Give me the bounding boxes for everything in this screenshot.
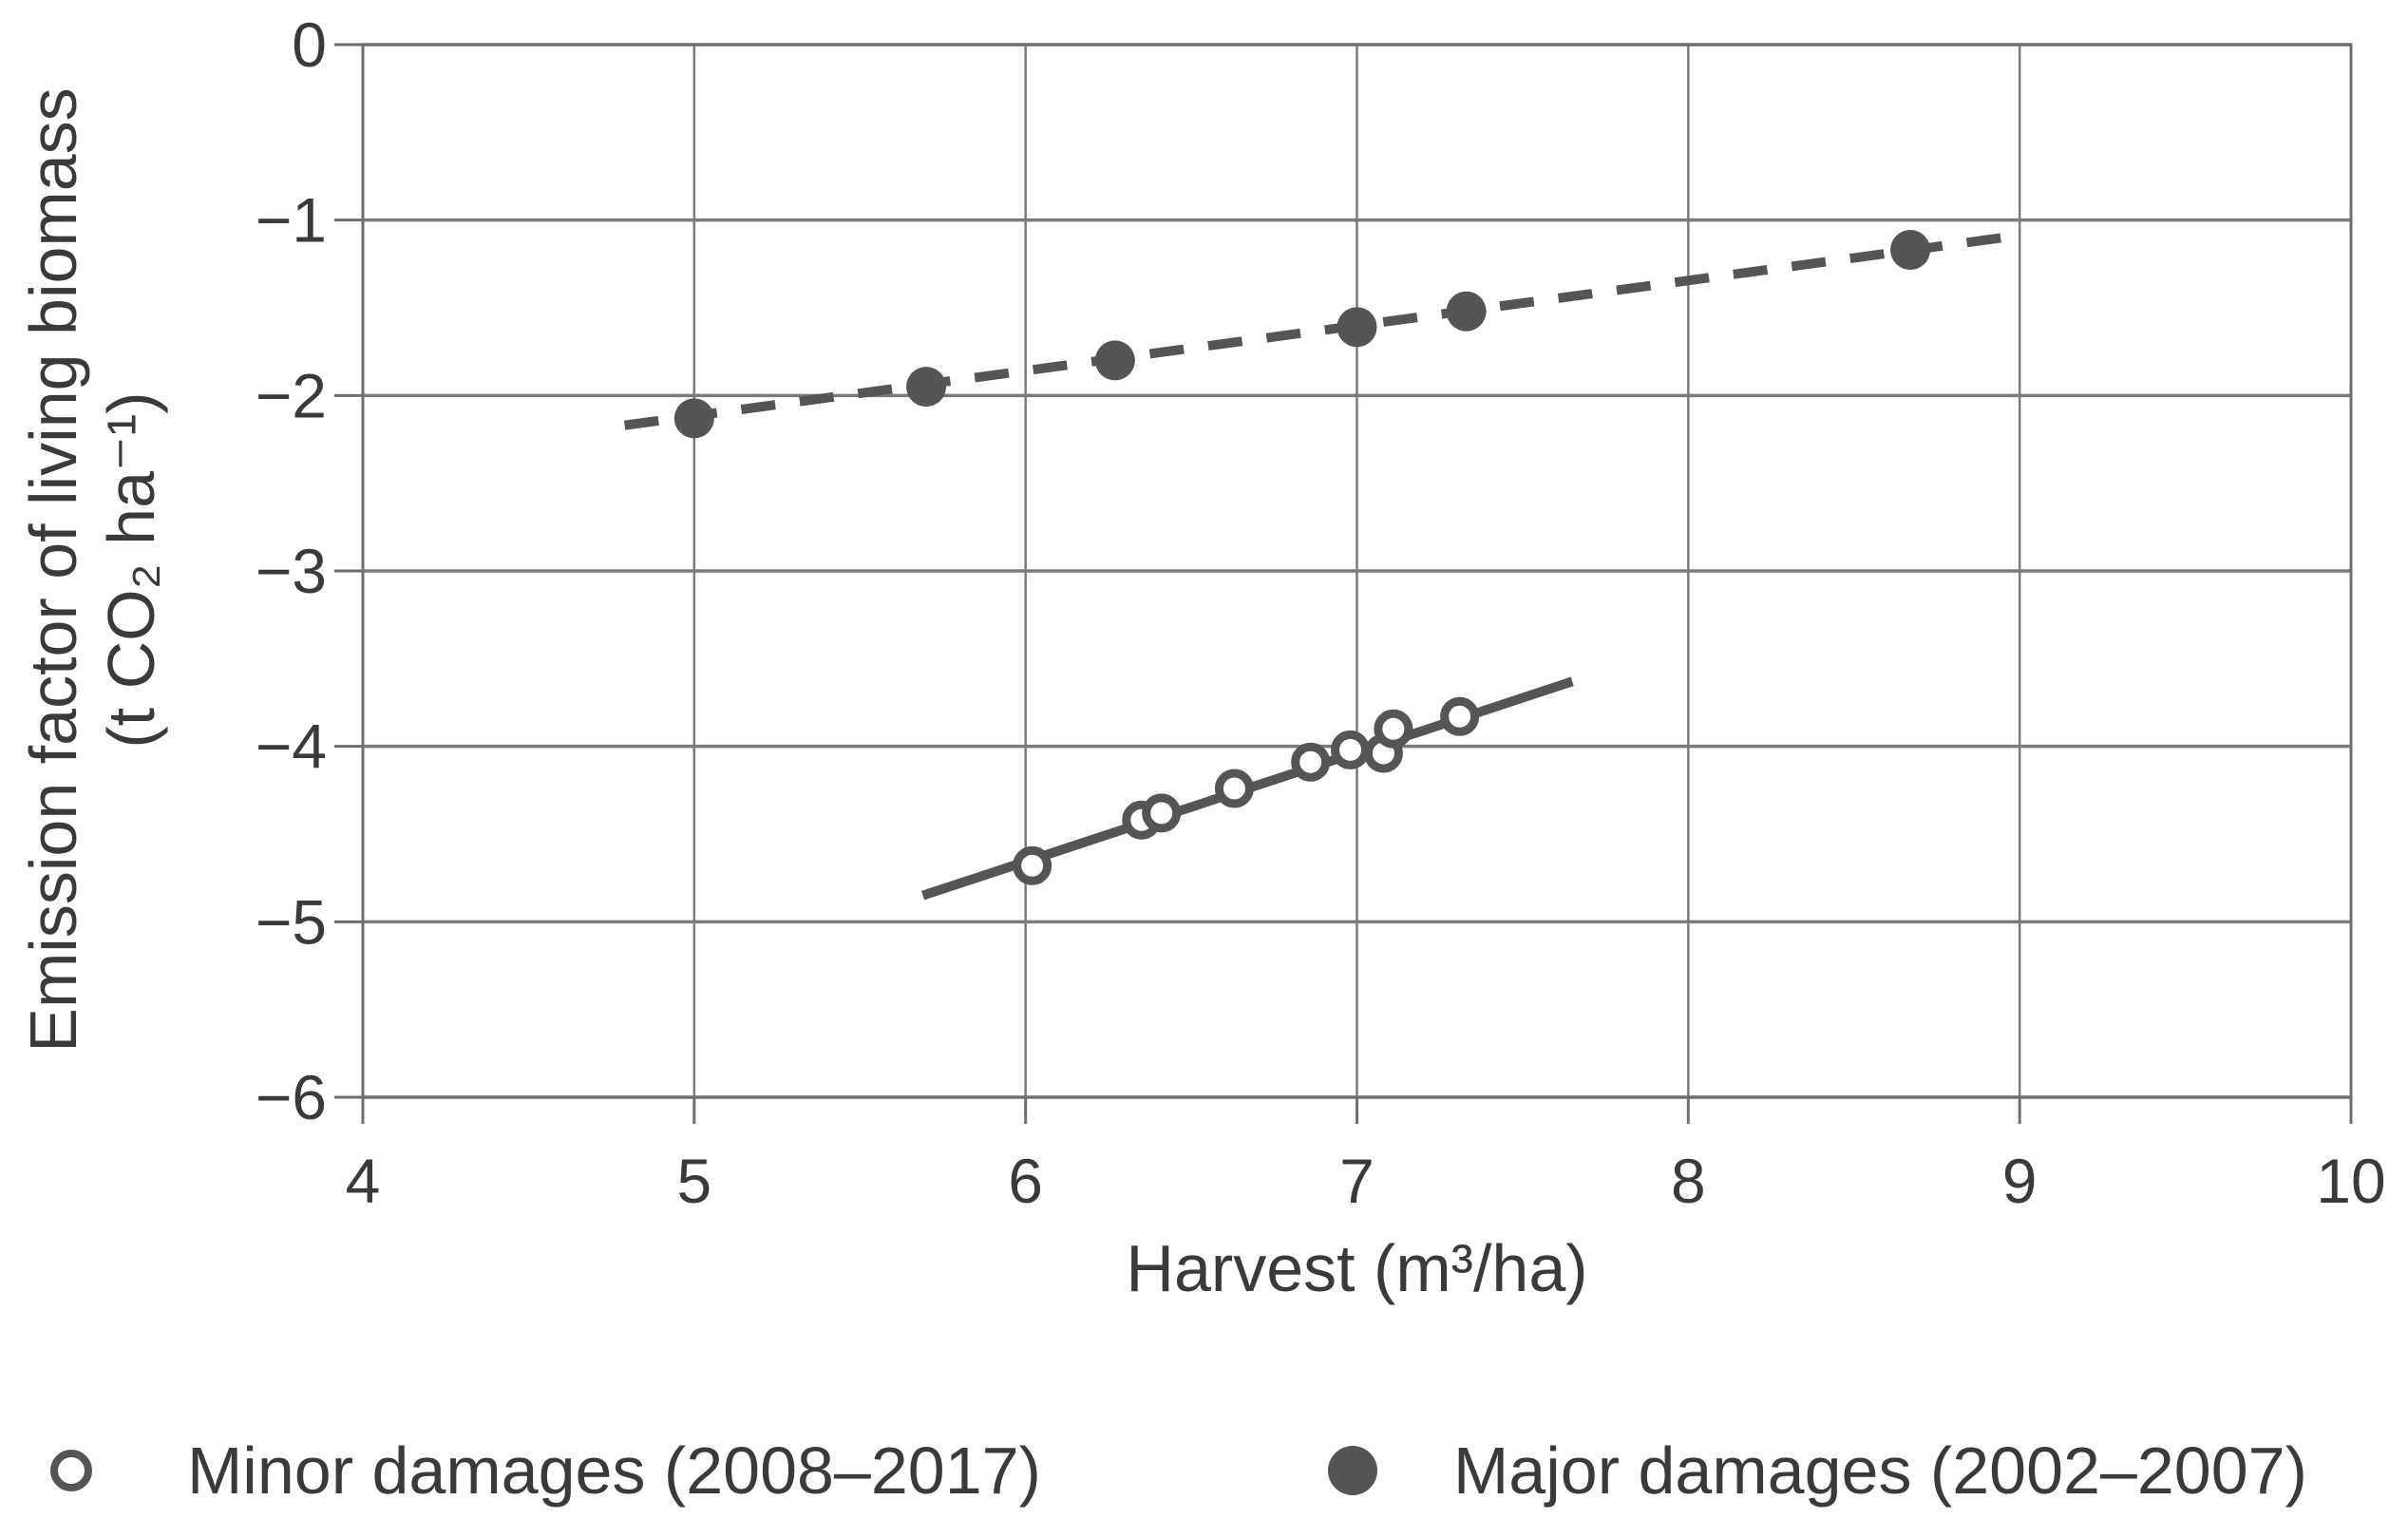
legend-label-minor: Minor damages (2008–2017) (187, 1434, 1041, 1508)
major-data-point (673, 398, 714, 439)
x-tick-label: 4 (346, 1146, 381, 1216)
filled-circle-marker-icon (1328, 1446, 1377, 1495)
minor-data-point (1142, 793, 1182, 833)
y-tick-label: −2 (256, 360, 327, 430)
legend-item-major: Major damages (2002–2007) (1328, 1427, 2307, 1514)
x-tick-label: 8 (1671, 1146, 1706, 1216)
legend-item-minor: Minor damages (2008–2017) (50, 1427, 1041, 1514)
major-data-point (1337, 307, 1377, 348)
x-tick-label: 9 (2002, 1146, 2038, 1216)
minor-data-point (1331, 730, 1371, 769)
x-axis-title: Harvest (m³/ha) (1126, 1231, 1588, 1305)
y-axis-title: Emission factor of living biomass (t CO₂… (14, 24, 170, 1116)
x-tick-label: 6 (1008, 1146, 1043, 1216)
major-data-point (1446, 291, 1487, 332)
x-tick-label: 10 (2316, 1146, 2385, 1216)
y-tick-label: 0 (292, 9, 327, 80)
major-data-point (906, 367, 947, 408)
y-tick-label: −5 (256, 886, 327, 957)
y-tick-label: −3 (256, 536, 327, 606)
minor-data-point (1013, 845, 1052, 885)
minor-data-point (1291, 742, 1331, 782)
legend-label-major: Major damages (2002–2007) (1453, 1434, 2307, 1508)
minor-data-point (1374, 709, 1413, 749)
minor-data-point (1440, 696, 1480, 736)
y-axis-title-line2: (t CO₂ ha⁻¹) (94, 391, 168, 749)
y-axis-title-line1: Emission factor of living biomass (16, 87, 90, 1053)
major-trend-line (623, 233, 2004, 430)
minor-data-point (1214, 769, 1254, 808)
open-circle-marker-icon (50, 1450, 92, 1491)
y-tick-label: −4 (256, 712, 327, 782)
y-tick-label: −6 (256, 1062, 327, 1132)
major-data-point (1094, 340, 1135, 381)
x-tick-label: 5 (676, 1146, 711, 1216)
x-tick-label: 7 (1339, 1146, 1375, 1216)
major-data-point (1890, 230, 1931, 271)
y-tick-label: −1 (256, 185, 327, 256)
